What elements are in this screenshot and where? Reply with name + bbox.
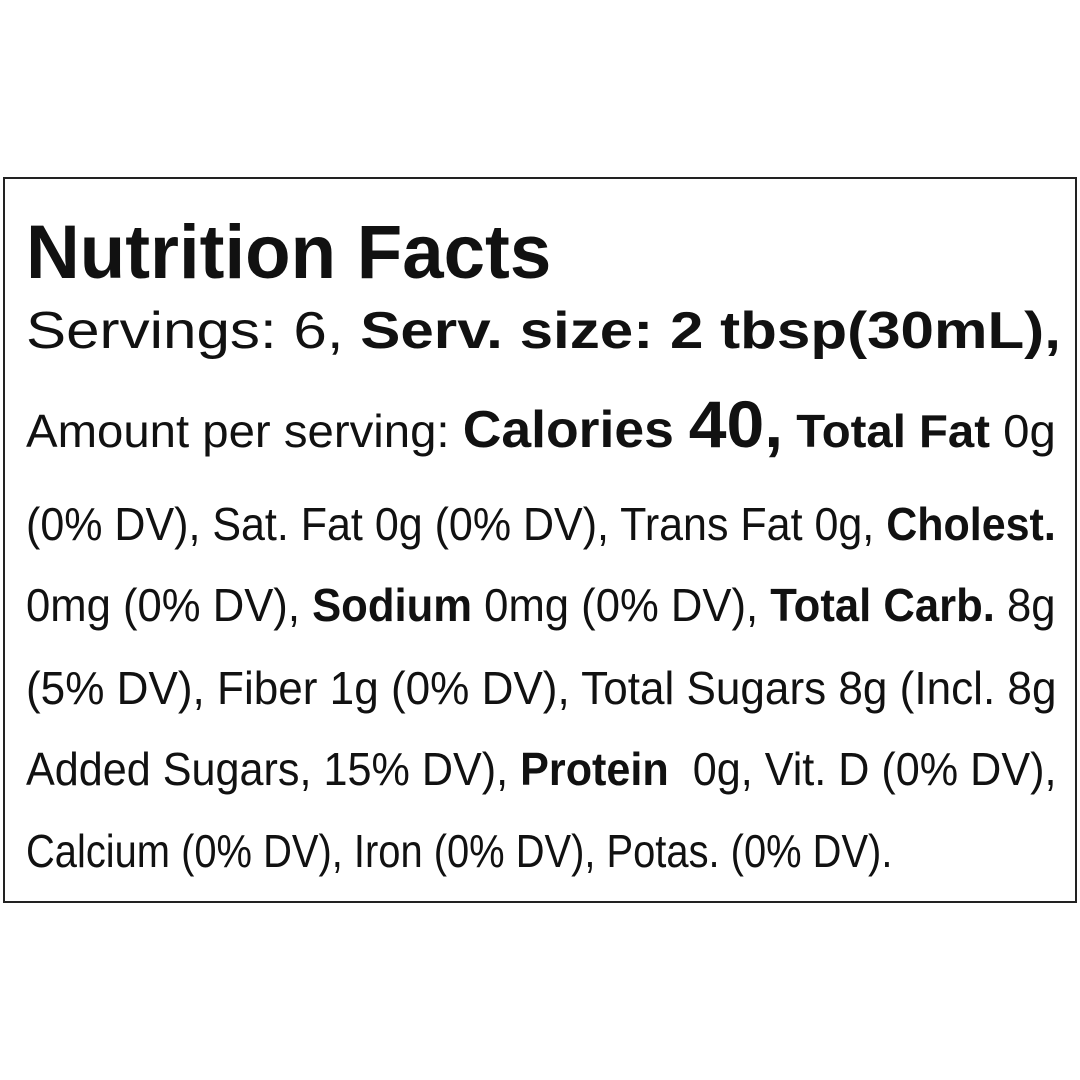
fat-details: (0% DV), Sat. Fat 0g (0% DV), Trans Fat …	[26, 498, 887, 550]
cholesterol-value: 0mg (0% DV),	[26, 579, 313, 631]
added-sugars: Added Sugars, 15% DV),	[26, 743, 521, 795]
calories-line: Amount per serving: Calories 40, Total F…	[26, 391, 1056, 457]
amount-per-serving: Amount per serving:	[26, 405, 463, 457]
carb-details-line: (5% DV), Fiber 1g (0% DV), Total Sugars …	[26, 662, 1057, 714]
minerals-line: Calcium (0% DV), Iron (0% DV), Potas. (0…	[26, 825, 893, 877]
serving-size: Serv. size: 2 tbsp(30mL),	[360, 302, 1061, 360]
cholesterol-label: Cholest.	[886, 498, 1056, 550]
sodium-line: 0mg (0% DV), Sodium 0mg (0% DV), Total C…	[26, 582, 1056, 628]
total-carb-value: 8g	[994, 579, 1056, 631]
sodium-value: 0mg (0% DV),	[472, 579, 771, 631]
total-fat-value: 0g	[990, 405, 1056, 457]
total-fat-label: Total Fat	[783, 405, 991, 457]
nutrition-facts-title: Nutrition Facts	[26, 210, 552, 295]
calories-label: Calories	[462, 401, 689, 459]
calories-value: 40,	[688, 387, 784, 461]
protein-value: 0g, Vit. D (0% DV),	[668, 743, 1057, 795]
sodium-label: Sodium	[312, 579, 473, 631]
protein-label: Protein	[520, 743, 669, 795]
servings-line: Servings: 6, Serv. size: 2 tbsp(30mL),	[26, 305, 1061, 357]
total-carb-label: Total Carb.	[770, 579, 995, 631]
servings-text: Servings: 6,	[26, 302, 361, 360]
fat-line: (0% DV), Sat. Fat 0g (0% DV), Trans Fat …	[26, 501, 1056, 547]
nutrition-facts-panel: Nutrition Facts Servings: 6, Serv. size:…	[3, 177, 1077, 903]
protein-line: Added Sugars, 15% DV), Protein 0g, Vit. …	[26, 746, 1056, 792]
